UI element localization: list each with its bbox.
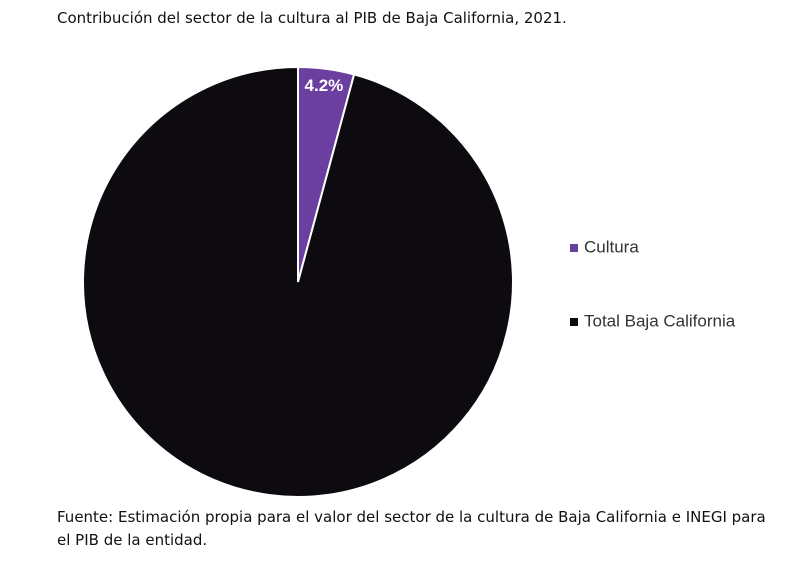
value-label: 4.2% bbox=[305, 76, 344, 95]
legend-label: Total Baja California bbox=[584, 311, 736, 330]
pie-slice bbox=[82, 65, 514, 498]
chart-title: Contribución del sector de la cultura al… bbox=[57, 9, 567, 27]
source-note: Fuente: Estimación propia para el valor … bbox=[57, 508, 766, 549]
legend-swatch bbox=[570, 244, 578, 252]
legend-label: Cultura bbox=[584, 237, 639, 256]
legend-swatch bbox=[570, 318, 578, 326]
